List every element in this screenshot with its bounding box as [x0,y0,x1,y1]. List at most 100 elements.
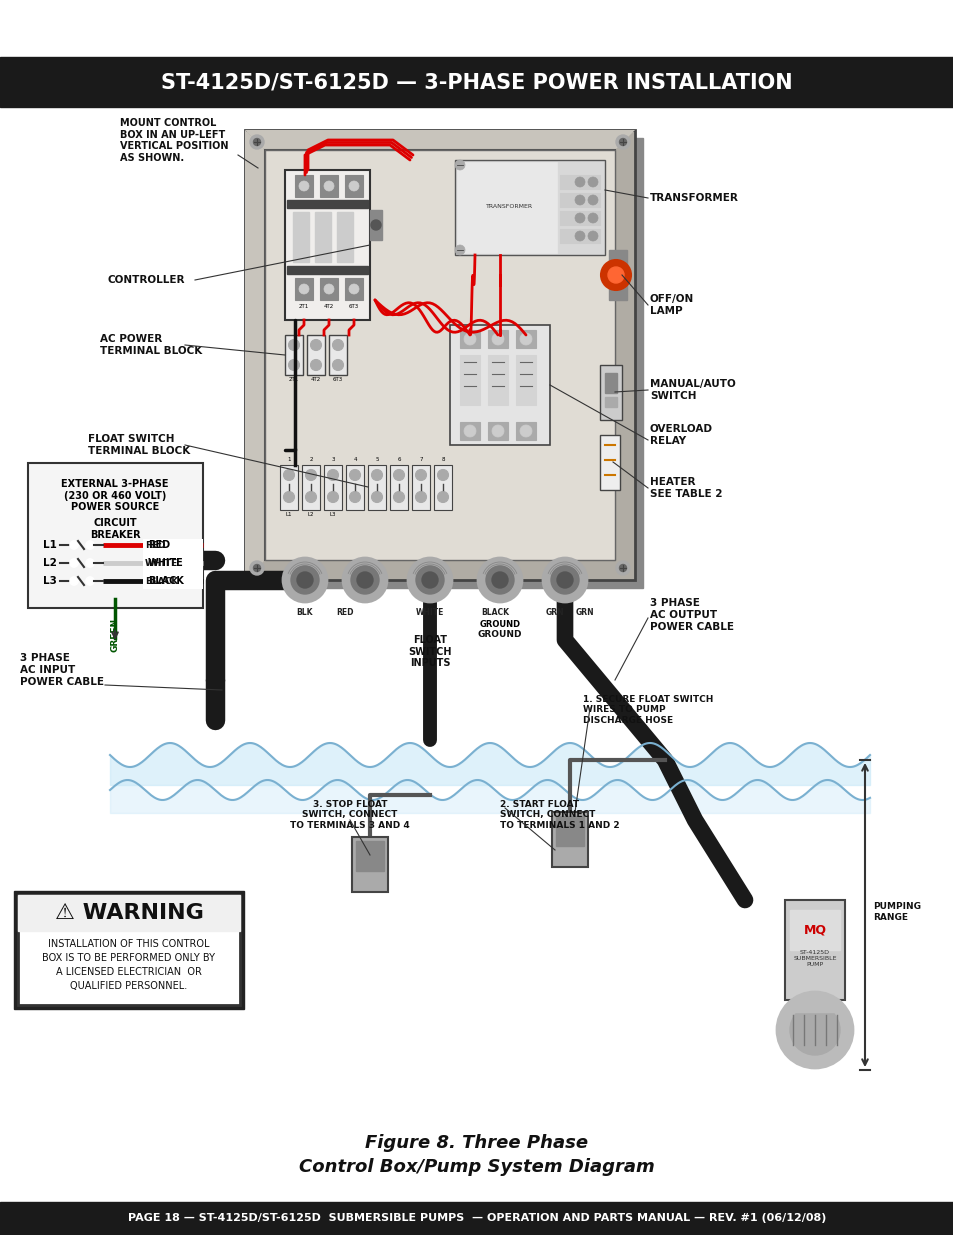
Circle shape [600,261,630,290]
Circle shape [393,469,404,480]
Text: INSTALLATION OF THIS CONTROL
BOX IS TO BE PERFORMED ONLY BY
A LICENSED ELECTRICI: INSTALLATION OF THIS CONTROL BOX IS TO B… [43,939,215,990]
Text: BLACK: BLACK [148,576,184,585]
Circle shape [253,564,260,572]
Bar [459,422,479,440]
Circle shape [291,566,318,594]
Circle shape [587,195,598,205]
Text: 3 PHASE
AC OUTPUT
POWER CABLE: 3 PHASE AC OUTPUT POWER CABLE [649,599,733,631]
Circle shape [283,492,294,503]
Bar [287,266,368,274]
Circle shape [587,212,598,224]
Bar [488,422,507,440]
Circle shape [616,135,629,149]
Circle shape [492,425,503,437]
Text: 1. SECURE FLOAT SWITCH
WIRES TO PUMP
DISCHARGE HOSE: 1. SECURE FLOAT SWITCH WIRES TO PUMP DIS… [582,695,713,725]
Circle shape [70,559,78,567]
Bar [559,175,599,189]
Text: TRANSFORMER: TRANSFORMER [486,205,533,210]
Circle shape [283,558,327,601]
Text: WHITE: WHITE [416,608,444,618]
Circle shape [551,566,578,594]
Circle shape [607,267,623,283]
Text: MANUAL/AUTO
SWITCH: MANUAL/AUTO SWITCH [649,379,735,401]
Bar [0,1202,953,1235]
Text: L2: L2 [43,558,57,568]
Text: RED: RED [148,540,170,550]
Text: 2T1: 2T1 [289,377,299,382]
Bar [280,466,297,510]
Circle shape [463,425,476,437]
Text: OFF/ON
LAMP: OFF/ON LAMP [649,294,694,316]
Circle shape [324,182,334,191]
Text: 4: 4 [353,457,356,462]
Circle shape [298,284,309,294]
Bar [345,278,363,300]
Text: Figure 8. Three Phase: Figure 8. Three Phase [365,1134,588,1152]
Bar [14,890,244,1009]
Bar [329,335,347,375]
Bar [319,278,337,300]
Bar [302,466,319,510]
Circle shape [371,469,382,480]
Bar [456,162,557,253]
Bar [285,335,303,375]
Bar [459,330,479,348]
Circle shape [776,992,852,1068]
Text: CONTROLLER: CONTROLLER [108,275,185,285]
Bar [559,193,599,207]
Text: GROUND: GROUND [479,620,520,629]
Text: BLACK: BLACK [480,608,509,618]
Text: 6T3: 6T3 [349,304,358,309]
Text: RED: RED [145,541,165,550]
Bar [294,278,313,300]
Bar [450,325,550,445]
Circle shape [253,138,260,146]
Text: PUMPING
RANGE: PUMPING RANGE [872,903,920,921]
Polygon shape [245,130,265,580]
Bar [516,422,536,440]
Circle shape [288,340,299,351]
Text: 2: 2 [309,457,313,462]
Circle shape [455,161,464,170]
Bar [434,466,452,510]
Bar [599,435,619,490]
Bar [294,175,313,198]
Circle shape [310,340,321,351]
Circle shape [349,284,358,294]
Circle shape [349,469,360,480]
Bar [293,212,309,262]
Bar [604,396,617,408]
Circle shape [250,561,264,576]
Circle shape [575,195,584,205]
Circle shape [416,469,426,480]
Circle shape [485,566,514,594]
Circle shape [86,577,94,585]
Bar [336,212,353,262]
Circle shape [305,492,316,503]
Circle shape [437,469,448,480]
Bar [345,175,363,198]
Bar [455,161,604,254]
Circle shape [519,333,532,345]
Circle shape [416,566,443,594]
Text: EXTERNAL 3-PHASE
(230 OR 460 VOLT)
POWER SOURCE: EXTERNAL 3-PHASE (230 OR 460 VOLT) POWER… [61,479,169,513]
Text: FLOAT SWITCH
TERMINAL BLOCK: FLOAT SWITCH TERMINAL BLOCK [88,435,190,456]
Bar [18,895,240,931]
Bar [488,330,507,348]
Text: PAGE 18 — ST-4125D/ST-6125D  SUBMERSIBLE PUMPS  — OPERATION AND PARTS MANUAL — R: PAGE 18 — ST-4125D/ST-6125D SUBMERSIBLE … [128,1213,825,1223]
Circle shape [70,541,78,550]
Bar [516,354,536,405]
Bar [784,900,844,1000]
Text: 1: 1 [287,457,291,462]
Bar [324,466,341,510]
Text: ST-4125D
SUBMERSIBLE
PUMP: ST-4125D SUBMERSIBLE PUMP [792,950,836,967]
Bar [319,175,337,198]
Bar [792,998,836,1011]
Bar [307,335,325,375]
Circle shape [575,177,584,186]
Bar [352,837,388,892]
Circle shape [492,333,503,345]
Bar [599,366,621,420]
Bar [28,463,203,608]
Text: 6T3: 6T3 [333,377,343,382]
